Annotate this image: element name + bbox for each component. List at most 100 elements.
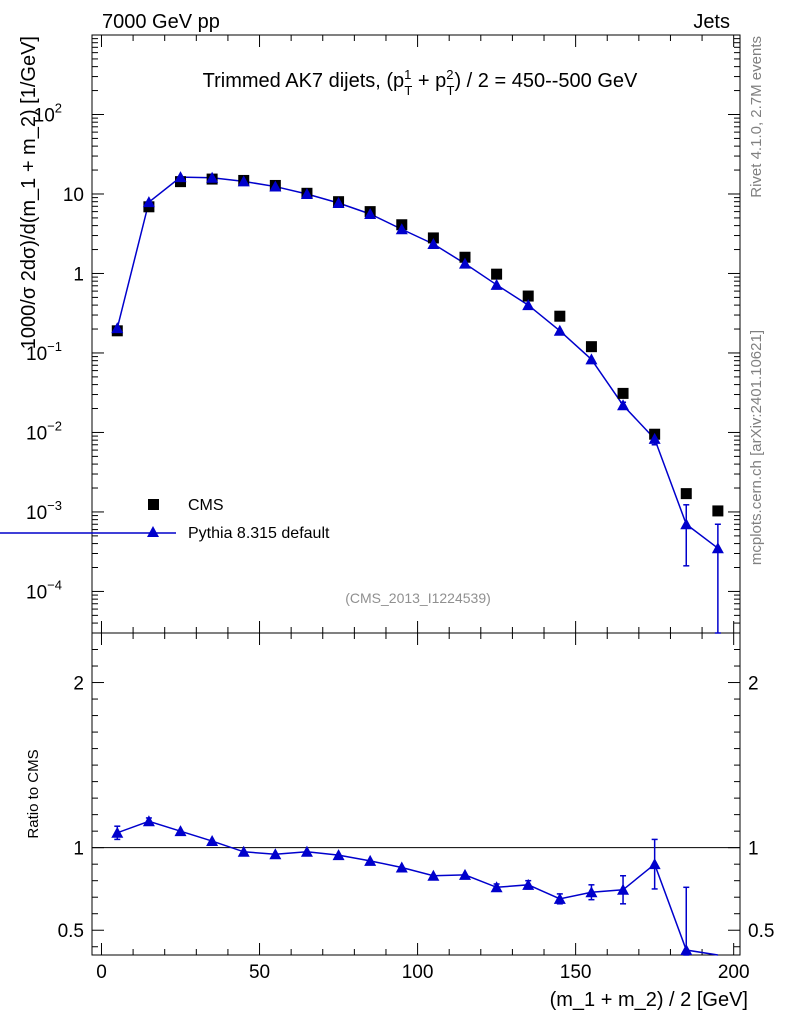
y-tick-label: 10−1 <box>26 339 62 365</box>
pythia-point <box>269 180 282 192</box>
y-tick-exponent: 2 <box>55 100 62 115</box>
x-tick-label: 50 <box>249 962 270 983</box>
ratio-point <box>237 845 250 857</box>
ratio-point <box>269 848 282 860</box>
pythia-point <box>206 171 219 183</box>
pythia-point <box>553 324 566 336</box>
ratio-point <box>585 886 598 898</box>
ratio-point <box>332 849 345 861</box>
pythia-point <box>680 518 693 530</box>
ratio-tick-label-left: 1 <box>73 839 84 860</box>
y-tick-label: 10−4 <box>26 577 62 603</box>
main-series-group <box>111 171 724 634</box>
ratio-point <box>300 845 313 857</box>
ratio-tick-label-left: 0.5 <box>58 921 84 942</box>
rivet-version-label: Rivet 4.1.0, 2.7M events <box>748 36 765 198</box>
y-tick-exponent: −3 <box>47 498 62 513</box>
title-sub-2: T <box>447 83 455 98</box>
legend-cms-label: CMS <box>188 497 224 514</box>
pythia-point <box>427 237 440 249</box>
ratio-tick-label-right: 2 <box>748 674 759 695</box>
y-tick-exponent: −4 <box>47 577 62 592</box>
ratio-point <box>364 854 377 866</box>
main-plot-frame <box>91 34 741 634</box>
title-sup-1: 1 <box>404 67 411 82</box>
y-tick-base: 10 <box>63 185 84 206</box>
header-left: 7000 GeV pp <box>102 11 220 33</box>
pythia-line <box>116 176 719 549</box>
legend: CMS Pythia 8.315 default <box>0 497 330 542</box>
y-tick-label: 10−3 <box>26 498 62 524</box>
ratio-point <box>553 892 566 904</box>
ratio-tick-label-right: 1 <box>748 839 759 860</box>
ratio-point <box>174 825 187 837</box>
pythia-point <box>617 399 630 411</box>
title-sup-2: 2 <box>446 67 453 82</box>
title-part-1: Trimmed AK7 dijets, (p <box>203 70 405 92</box>
pythia-point <box>300 187 313 199</box>
ratio-point <box>395 861 408 873</box>
pythia-point <box>111 322 124 334</box>
ratio-point <box>427 869 440 881</box>
y-axis-label: 1000/σ 2dσ)/d(m_1 + m_2) [1/GeV] <box>18 36 40 349</box>
legend-cms-marker <box>148 499 159 510</box>
y-tick-base: 10 <box>34 105 55 126</box>
legend-pythia-label: Pythia 8.315 default <box>188 525 330 542</box>
x-tick-label: 0 <box>96 962 107 983</box>
pythia-point <box>395 223 408 235</box>
plot-title: Trimmed AK7 dijets, (p1 T + p2 T) / 2 = 45… <box>203 67 638 98</box>
cms-point <box>712 505 724 517</box>
y-tick-exponent: −2 <box>47 418 62 433</box>
pythia-point <box>364 207 377 219</box>
pythia-point <box>711 542 724 554</box>
ratio-point <box>648 858 661 870</box>
cms-point <box>617 387 629 399</box>
y-tick-exponent: −1 <box>47 339 62 354</box>
y-tick-label: 1 <box>73 264 84 285</box>
analysis-watermark: (CMS_2013_I1224539) <box>345 590 491 606</box>
cms-point <box>459 251 471 263</box>
ratio-line <box>117 820 718 956</box>
x-tick-label: 100 <box>402 962 434 983</box>
cms-point <box>680 488 692 500</box>
ratio-point <box>111 826 124 838</box>
ratio-point <box>490 881 503 893</box>
title-sub-1: T <box>404 83 412 98</box>
ratio-point <box>206 835 219 847</box>
pythia-point <box>522 299 535 311</box>
pythia-point <box>237 175 250 187</box>
ratio-tick-label-left: 2 <box>73 674 84 695</box>
y-tick-label: 10−2 <box>26 418 62 444</box>
cms-point <box>554 310 566 322</box>
y-tick-base: 10 <box>26 503 47 524</box>
cms-point <box>522 290 534 302</box>
y-tick-label: 10 <box>63 185 84 206</box>
legend-pythia-marker <box>147 526 159 537</box>
ratio-axis-ticks: 2 2 1 1 0.5 0.5 <box>58 649 774 948</box>
mcplots-label: mcplots.cern.ch [arXiv:2401.10621] <box>748 330 765 565</box>
cms-point <box>585 341 597 353</box>
pythia-point <box>490 278 503 290</box>
pythia-point <box>458 257 471 269</box>
ratio-series-group <box>111 815 718 956</box>
y-tick-base: 1 <box>73 264 84 285</box>
pythia-point <box>142 196 155 208</box>
x-tick-label: 150 <box>560 962 592 983</box>
ratio-plot-frame <box>91 632 741 956</box>
ratio-point <box>458 868 471 880</box>
y-tick-base: 10 <box>26 582 47 603</box>
cms-point <box>491 268 503 280</box>
y-tick-base: 10 <box>26 423 47 444</box>
y-tick-base: 10 <box>26 344 47 365</box>
pythia-point <box>332 197 345 209</box>
x-axis-ticks: 0 50 100 150 200 <box>96 35 750 983</box>
title-part-3: ) / 2 = 450--500 GeV <box>454 70 638 92</box>
cms-point <box>427 232 439 244</box>
x-axis-label: (m_1 + m_2) / 2 [GeV] <box>550 989 748 1011</box>
pythia-point <box>174 171 187 183</box>
pythia-point <box>585 353 598 365</box>
title-part-2: + p <box>412 70 446 92</box>
ratio-tick-label-right: 0.5 <box>748 921 774 942</box>
